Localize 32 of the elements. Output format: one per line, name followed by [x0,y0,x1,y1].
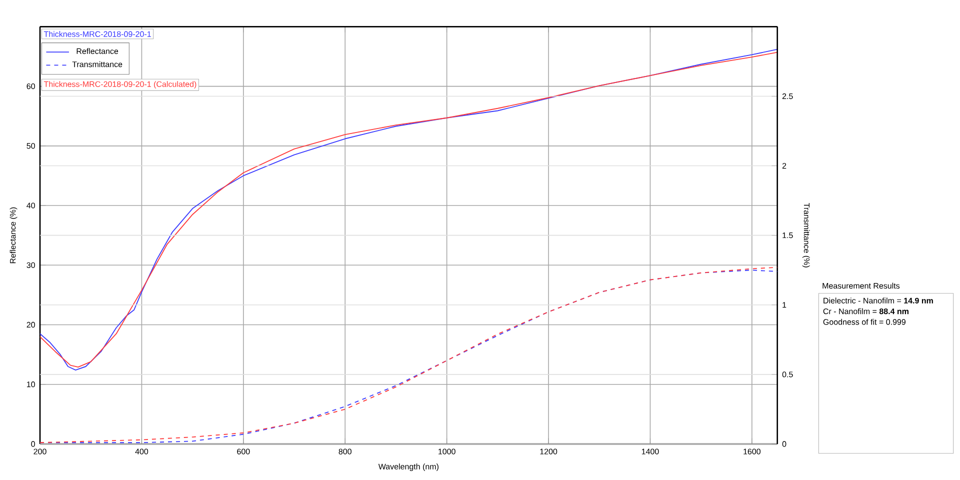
annotation: Thickness-MRC-2018-09-20-1 [44,31,151,37]
text: Cr - Nanofilm = 88.4 nm [823,308,908,314]
y-tick-label: 30 [26,262,35,268]
y-tick-label: 10 [27,382,35,388]
text: Measurement Results [822,282,900,289]
x-tick-label: 600 [237,448,250,454]
y-tick-label: 60 [26,83,35,90]
y-tick-label: 50 [26,143,35,149]
text: Dielectric - Nanofilm = 14.9 nm [824,298,933,304]
y-tick-label: 20 [26,322,35,328]
x-tick-label: 200 [34,448,46,454]
y-tick-label: 0 [31,441,35,447]
legend-label: Transmittance [72,61,122,68]
y2-tick-label: 1.5 [782,232,793,238]
y2-tick-label: 0.5 [782,372,793,378]
legend-label: Reflectance [76,48,118,54]
annotation: Thickness-MRC-2018-09-20-1 (Calculated) [44,81,196,89]
x-tick-label: 1000 [438,448,456,454]
y2-axis-title: Transmittance (%) [802,203,810,268]
x-axis-title: Wavelength (nm) [378,464,438,471]
x-tick-label: 800 [338,448,352,454]
x-tick-label: 1600 [744,448,760,454]
x-tick-label: 400 [135,448,148,454]
y-axis-title: Reflectance (%) [10,207,18,264]
y2-tick-label: 2 [782,162,786,169]
y-tick-label: 40 [26,202,35,208]
x-tick-label: 1200 [540,448,558,454]
x-tick-label: 1400 [642,448,659,454]
text: Goodness of fit = 0.999 [823,318,906,325]
y2-tick-label: 0 [782,441,786,447]
y2-tick-label: 1 [782,302,786,308]
y2-tick-label: 2.5 [782,93,793,100]
